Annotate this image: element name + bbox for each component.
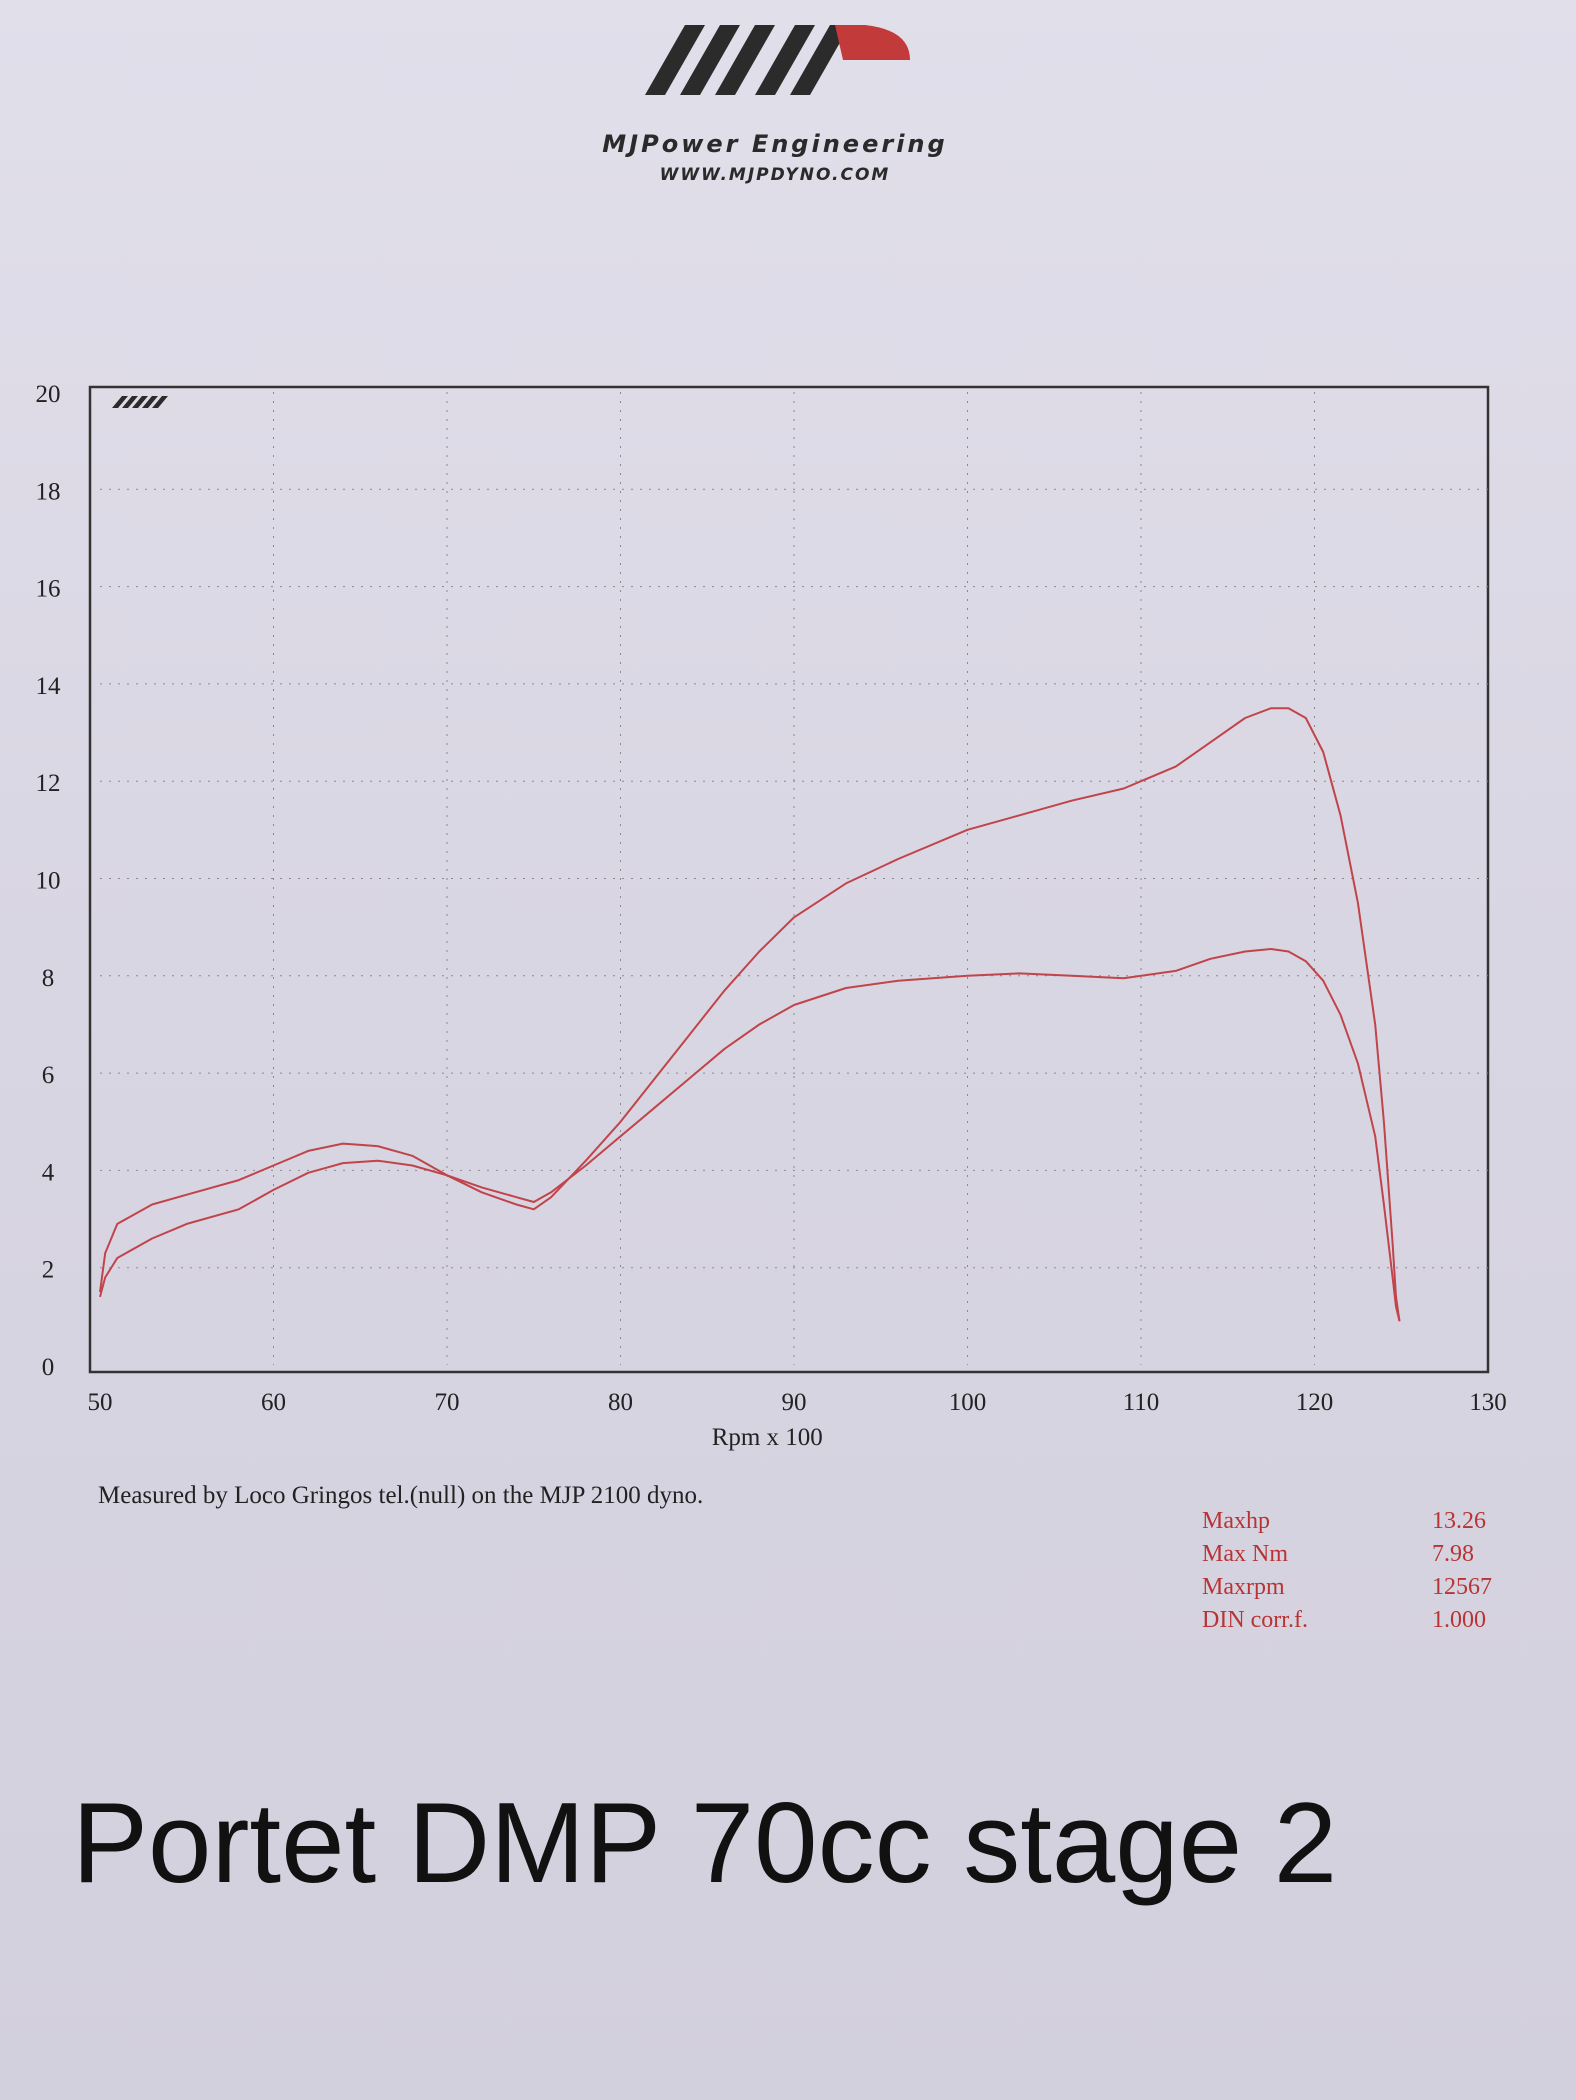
x-tick-label: 100 <box>949 1389 987 1416</box>
x-tick-label: 130 <box>1469 1389 1507 1416</box>
stat-row-din-corr: DIN corr.f. 1.000 <box>1202 1604 1532 1637</box>
y-tick-label: 14 <box>36 673 62 700</box>
y-tick-label: 18 <box>36 478 61 505</box>
stat-value: 12567 <box>1432 1574 1492 1600</box>
header-logo-block: MJPower Engineering WWW.MJPDYNO.COM <box>555 20 995 185</box>
stat-value: 7.98 <box>1432 1541 1474 1567</box>
plot-frame <box>88 385 1490 1374</box>
x-tick-label: 60 <box>261 1389 286 1416</box>
stat-value: 1.000 <box>1432 1607 1486 1633</box>
y-tick-label: 16 <box>36 576 61 603</box>
brand-url: WWW.MJPDYNO.COM <box>659 165 891 185</box>
stat-label: DIN corr.f. <box>1202 1607 1308 1633</box>
x-tick-label: 80 <box>608 1389 633 1416</box>
y-tick-label: 12 <box>36 770 61 797</box>
stat-label: Max Nm <box>1202 1541 1288 1567</box>
x-tick-label: 70 <box>435 1389 460 1416</box>
y-tick-label: 4 <box>42 1159 55 1186</box>
chart-caption: Portet DMP 70cc stage 2 <box>72 1780 1338 1907</box>
dyno-chart: 0 2 4 6 8 10 12 14 16 18 20 50 60 70 80 90 100 110 120 130 R… <box>36 381 1507 1451</box>
mjp-logo-icon <box>645 25 910 95</box>
stat-label: Maxrpm <box>1202 1574 1285 1600</box>
series-line-2 <box>99 948 1401 1322</box>
series-line-1 <box>99 707 1401 1322</box>
stat-row-maxhp: Maxhp 13.26 <box>1202 1505 1532 1538</box>
stats-table: Maxhp 13.26 Max Nm 7.98 Maxrpm 12567 DIN… <box>1202 1505 1532 1637</box>
stat-row-maxrpm: Maxrpm 12567 <box>1202 1571 1532 1604</box>
x-tick-label: 110 <box>1123 1389 1160 1416</box>
x-axis-label: Rpm x 100 <box>712 1424 823 1451</box>
stat-value: 13.26 <box>1432 1508 1486 1534</box>
y-tick-label: 0 <box>42 1354 55 1381</box>
y-tick-label: 2 <box>42 1257 55 1284</box>
stat-row-max-nm: Max Nm 7.98 <box>1202 1538 1532 1571</box>
y-tick-label: 6 <box>42 1062 55 1089</box>
stat-label: Maxhp <box>1202 1508 1270 1534</box>
x-tick-label: 120 <box>1296 1389 1334 1416</box>
measured-by-note: Measured by Loco Gringos tel.(null) on t… <box>98 1482 704 1509</box>
mini-logo-icon <box>112 396 168 408</box>
brand-name: MJPower Engineering <box>602 130 948 158</box>
x-tick-label: 50 <box>88 1389 113 1416</box>
y-tick-label: 10 <box>36 868 61 895</box>
y-tick-label: 20 <box>36 381 61 408</box>
x-tick-label: 90 <box>782 1389 807 1416</box>
y-tick-label: 8 <box>42 965 55 992</box>
